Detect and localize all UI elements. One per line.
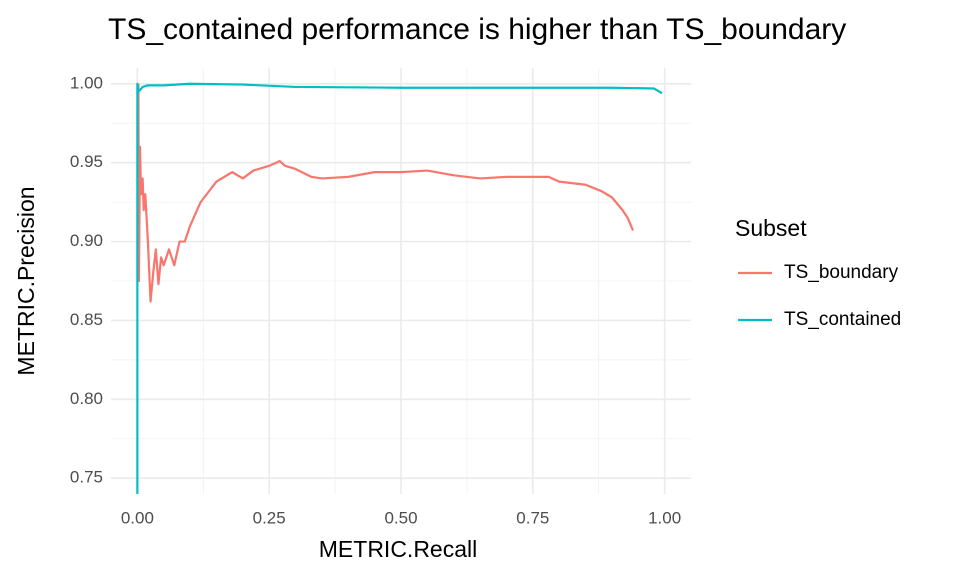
- x-tick-label: 0.00: [121, 508, 154, 527]
- x-tick-label: 1.00: [648, 508, 681, 527]
- x-axis-label: METRIC.Recall: [319, 536, 477, 562]
- line: [136, 82, 663, 494]
- y-tick-label: 0.90: [70, 231, 103, 250]
- chart-title: TS_contained performance is higher than …: [108, 13, 846, 46]
- y-tick-label: 1.00: [70, 73, 103, 92]
- x-tick-label: 0.50: [384, 508, 417, 527]
- x-tick-label: 0.25: [253, 508, 286, 527]
- y-tick-label: 0.75: [70, 468, 103, 487]
- y-tick-label: 0.85: [70, 310, 103, 329]
- legend-label: TS_contained: [784, 309, 901, 330]
- y-tick-label: 0.95: [70, 152, 103, 171]
- legend-title: Subset: [735, 215, 807, 241]
- legend-label: TS_boundary: [784, 262, 899, 283]
- y-tick-label: 0.80: [70, 389, 103, 408]
- line: [137, 83, 635, 303]
- x-tick-label: 0.75: [516, 508, 549, 527]
- y-axis-label: METRIC.Precision: [13, 186, 39, 375]
